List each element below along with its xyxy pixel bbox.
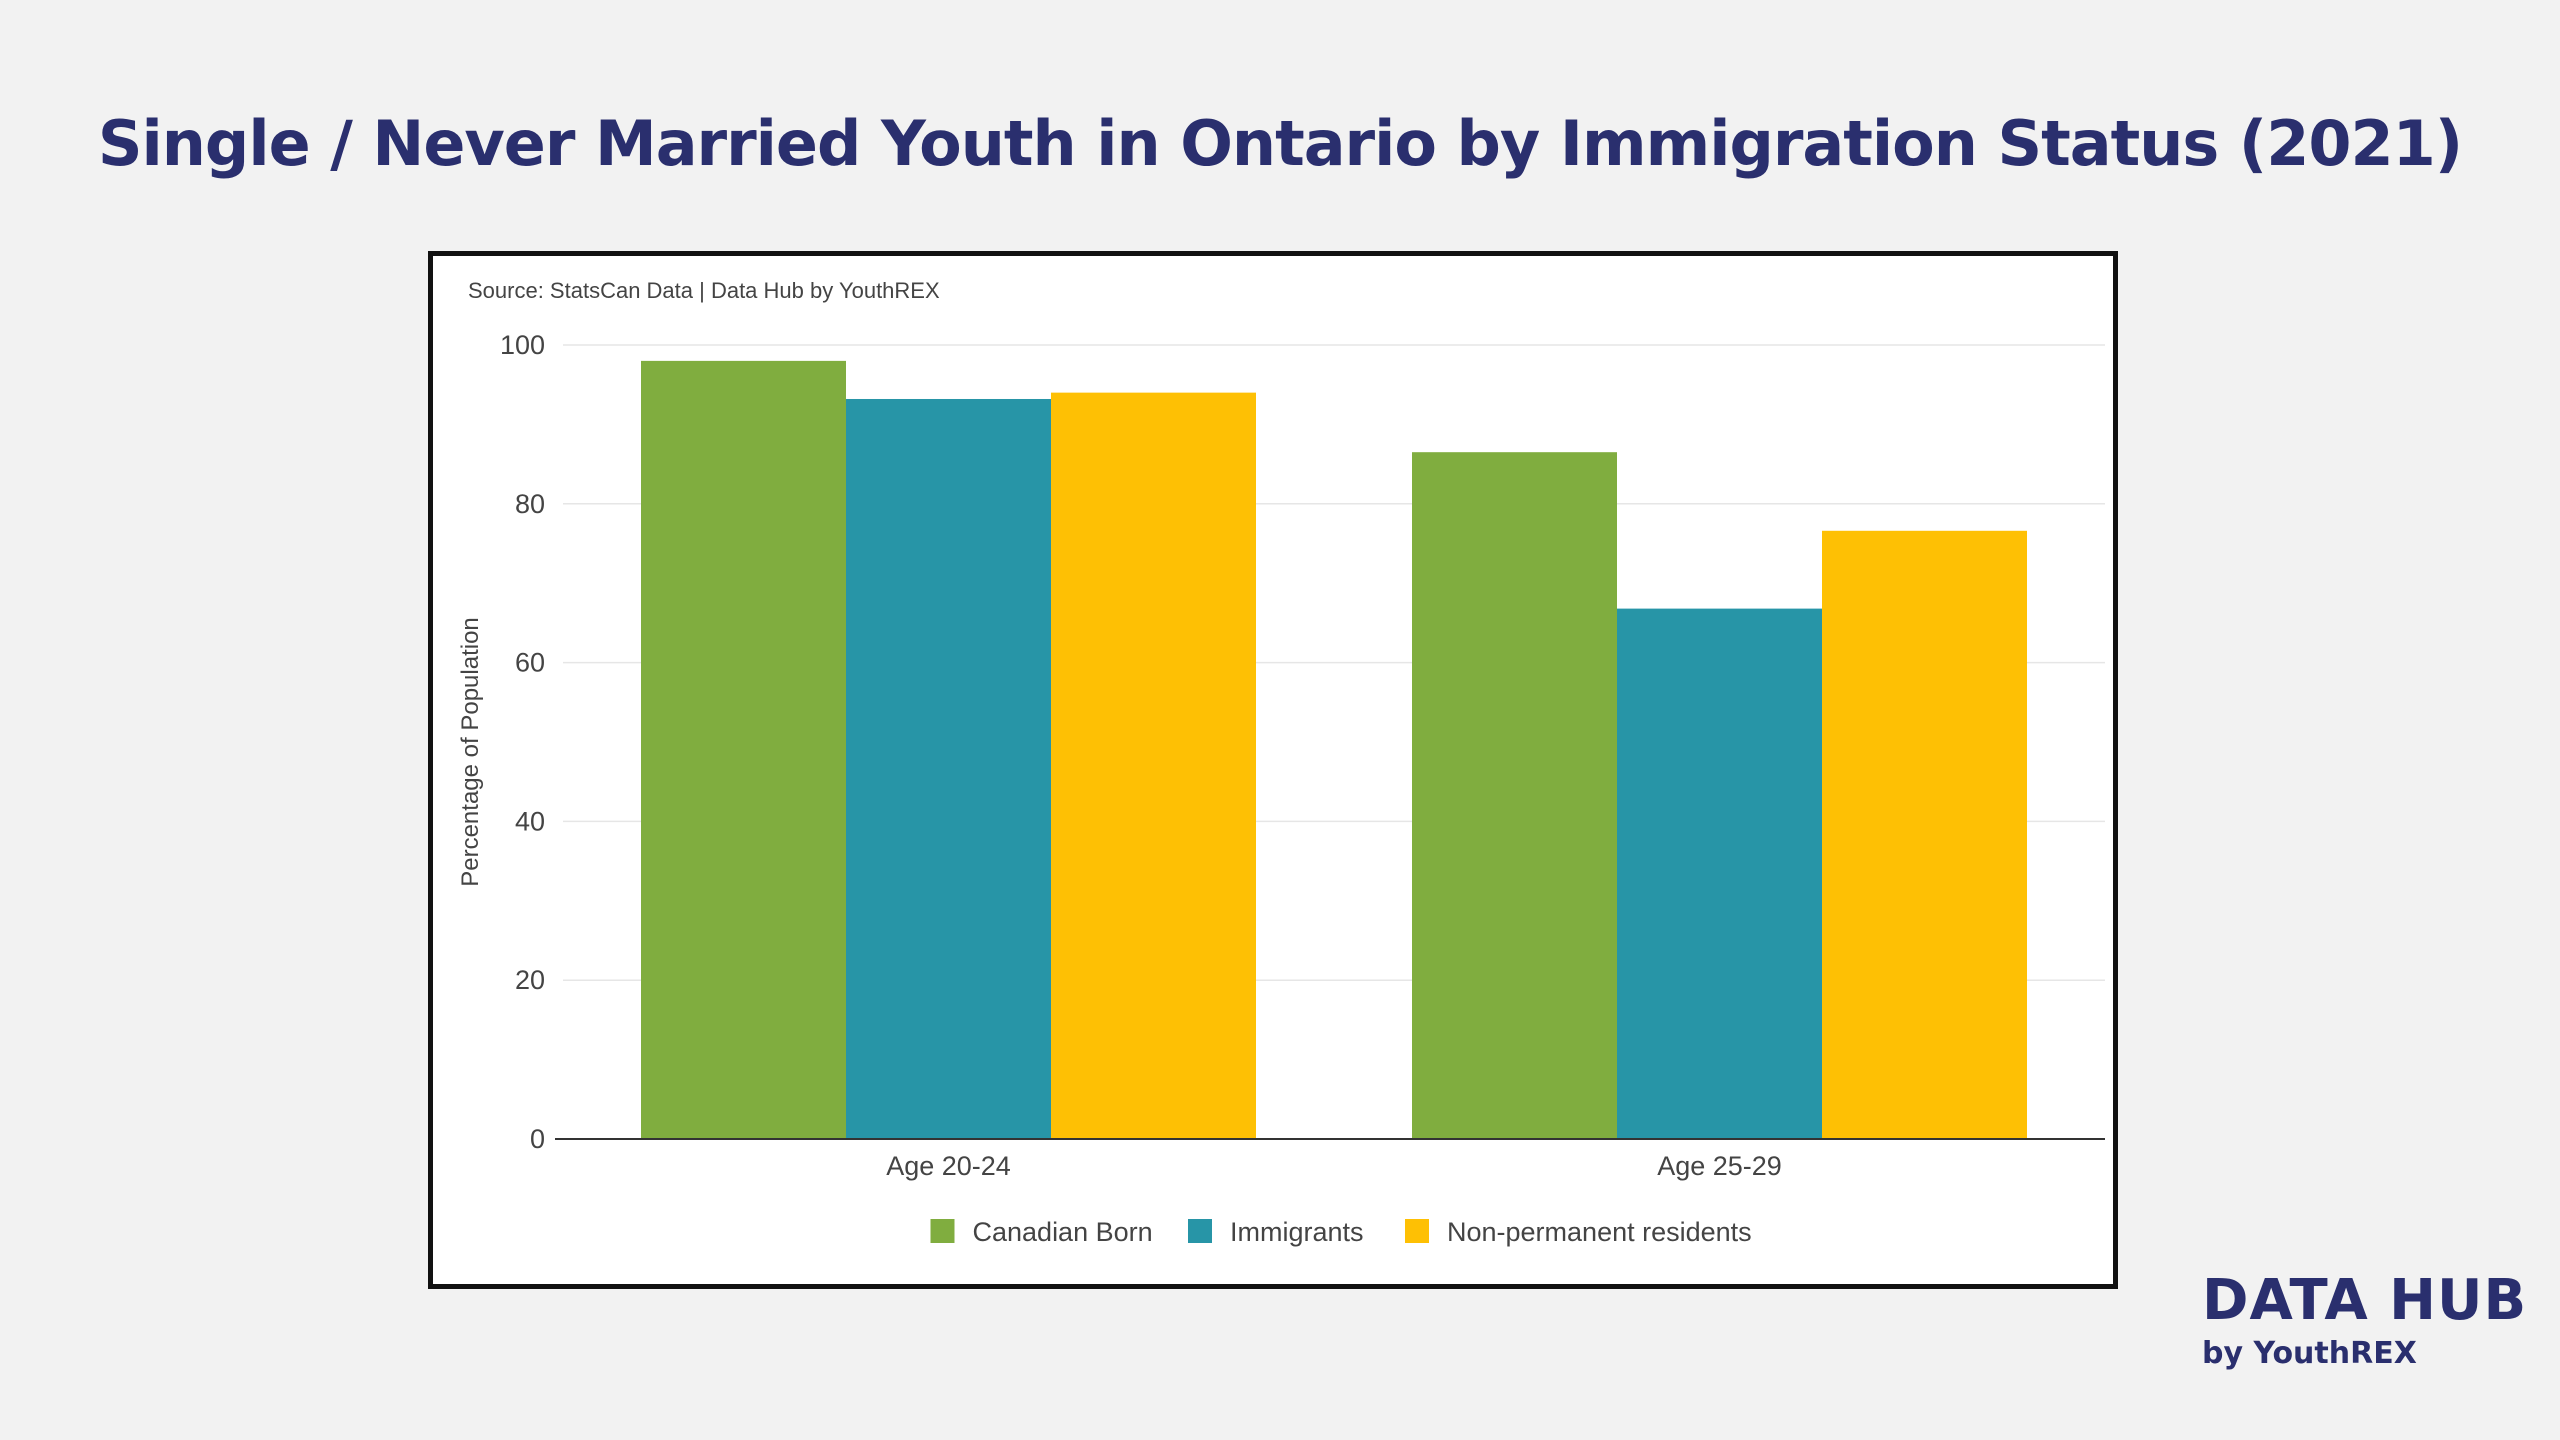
brand-title: DATA HUB xyxy=(2202,1268,2528,1333)
bar-chart: Source: StatsCan Data | Data Hub by Yout… xyxy=(457,278,2105,1247)
bar xyxy=(1412,452,1617,1139)
legend-swatch xyxy=(1188,1219,1212,1243)
page-title: Single / Never Married Youth in Ontario … xyxy=(97,107,2463,180)
bar-layer xyxy=(641,360,2027,1139)
legend-swatch xyxy=(1405,1219,1429,1243)
y-axis-label: Percentage of Population xyxy=(457,617,484,887)
legend-label: Immigrants xyxy=(1230,1217,1364,1247)
bar xyxy=(1617,608,1822,1139)
chart-frame: Source: StatsCan Data | Data Hub by Yout… xyxy=(428,251,2118,1289)
legend-label: Non-permanent residents xyxy=(1447,1217,1752,1247)
legend: Canadian Born Immigrants Non-permanent res… xyxy=(930,1217,1752,1247)
legend-label: Canadian Born xyxy=(973,1217,1153,1247)
legend-swatch xyxy=(930,1219,955,1243)
bar xyxy=(1051,392,1256,1139)
bar xyxy=(846,398,1051,1139)
y-tick-label: 20 xyxy=(515,965,545,995)
x-tick-label: Age 20-24 xyxy=(886,1151,1011,1181)
x-tick-label: Age 25-29 xyxy=(1657,1151,1782,1181)
chart-source: Source: StatsCan Data | Data Hub by Yout… xyxy=(468,278,940,303)
y-tick-label: 0 xyxy=(530,1124,545,1154)
axis-layer: 0 20 40 60 80 100 Age 20-24 Age 25-29 xyxy=(500,330,2105,1181)
y-tick-label: 60 xyxy=(515,648,545,678)
brand-logo: DATA HUB by YouthREX xyxy=(2202,1268,2528,1374)
y-tick-label: 80 xyxy=(515,489,545,519)
y-tick-label: 100 xyxy=(500,330,545,360)
bar xyxy=(1822,530,2027,1139)
brand-subtitle: by YouthREX xyxy=(2202,1336,2417,1371)
y-tick-label: 40 xyxy=(515,806,545,836)
bar xyxy=(641,360,846,1139)
